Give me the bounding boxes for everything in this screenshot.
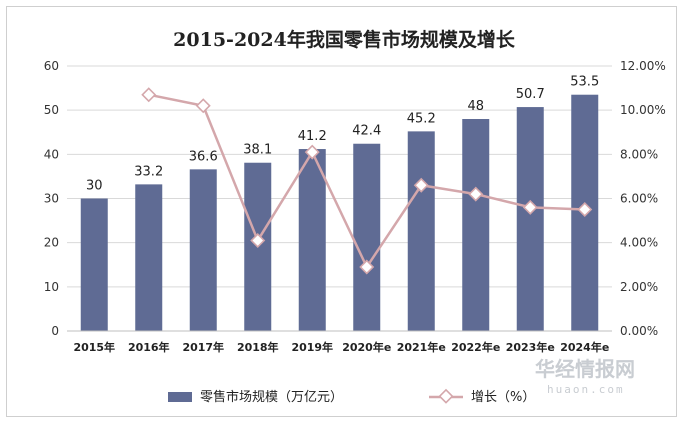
x-tick-label: 2020年e — [342, 340, 391, 354]
legend: 零售市场规模（万亿元） 增长（%） — [168, 388, 535, 405]
growth-point — [304, 144, 320, 160]
bar — [516, 107, 544, 331]
growth-point — [522, 199, 538, 215]
chart-title: 2015-2024年我国零售市场规模及增长 — [173, 28, 516, 51]
bar-data-label: 41.2 — [298, 129, 327, 144]
x-tick-label: 2024年e — [560, 340, 609, 354]
y-left-tick-label: 10 — [44, 280, 59, 294]
bar — [462, 119, 490, 331]
x-tick-label: 2022年e — [451, 340, 500, 354]
bar-data-label: 38.1 — [243, 143, 272, 158]
growth-point — [577, 202, 593, 218]
bar — [353, 143, 381, 331]
bar — [407, 131, 435, 331]
legend-label-growth: 增长（%） — [471, 390, 535, 405]
bar-data-label: 33.2 — [134, 164, 163, 179]
bar-data-label: 36.6 — [189, 149, 218, 164]
y-left-tick-label: 50 — [44, 103, 59, 117]
bar-data-label: 42.4 — [352, 124, 381, 139]
x-tick-label: 2017年 — [182, 340, 224, 354]
growth-point — [359, 259, 375, 275]
bar-data-label: 45.2 — [407, 111, 436, 126]
y-left-tick-label: 30 — [44, 192, 59, 206]
bar-data-label: 48 — [467, 99, 484, 114]
chart-frame: 2015-2024年我国零售市场规模及增长 30 33.2 36.6 38.1 41.2… — [6, 6, 677, 417]
y-left-tick-label: 0 — [51, 324, 59, 338]
y-right-tick-label: 4.00% — [620, 236, 658, 250]
legend-swatch-retail — [168, 392, 192, 402]
y-right-tick-label: 2.00% — [620, 280, 658, 294]
chart-svg: 2015-2024年我国零售市场规模及增长 30 33.2 36.6 38.1 41.2… — [44, 28, 666, 405]
bar — [80, 198, 108, 331]
growth-point — [195, 98, 211, 114]
y-right-tick-label: 8.00% — [620, 147, 658, 161]
x-tick-label: 2015年 — [73, 340, 115, 354]
x-tick-label: 2021年e — [397, 340, 446, 354]
bar-series: 30 33.2 36.6 38.1 41.2 42.4 45.2 48 50.7 53.5 — [80, 75, 599, 331]
x-tick-label: 2018年 — [237, 340, 279, 354]
axes: 0 10 20 30 40 50 60 0.00% 2.00% 4.00% 6.00% 8.00% 10… — [44, 59, 666, 354]
bar — [298, 149, 326, 331]
y-left-tick-label: 20 — [44, 236, 59, 250]
bar — [189, 169, 217, 331]
y-right-tick-label: 6.00% — [620, 192, 658, 206]
x-tick-label: 2023年e — [506, 340, 555, 354]
x-tick-label: 2016年 — [128, 340, 170, 354]
bar-data-label: 50.7 — [516, 87, 545, 102]
bar-data-label: 30 — [86, 179, 103, 194]
growth-point — [250, 232, 266, 248]
watermark-cn: 华经情报网 — [535, 357, 635, 381]
watermark: 华经情报网 huaon.com — [535, 357, 635, 396]
y-left-tick-label: 40 — [44, 147, 59, 161]
growth-line-series — [141, 87, 593, 275]
y-right-tick-label: 12.00% — [620, 59, 666, 73]
legend-marker-growth — [438, 388, 454, 404]
y-right-tick-label: 10.00% — [620, 103, 666, 117]
watermark-en: huaon.com — [547, 383, 625, 396]
x-tick-label: 2019年 — [291, 340, 333, 354]
y-right-tick-label: 0.00% — [620, 324, 658, 338]
bar — [135, 184, 163, 331]
y-left-tick-label: 60 — [44, 59, 59, 73]
growth-point — [468, 186, 484, 202]
bar-data-label: 53.5 — [570, 75, 599, 90]
growth-point — [141, 87, 157, 103]
legend-label-retail: 零售市场规模（万亿元） — [200, 389, 343, 405]
growth-point — [413, 177, 429, 193]
